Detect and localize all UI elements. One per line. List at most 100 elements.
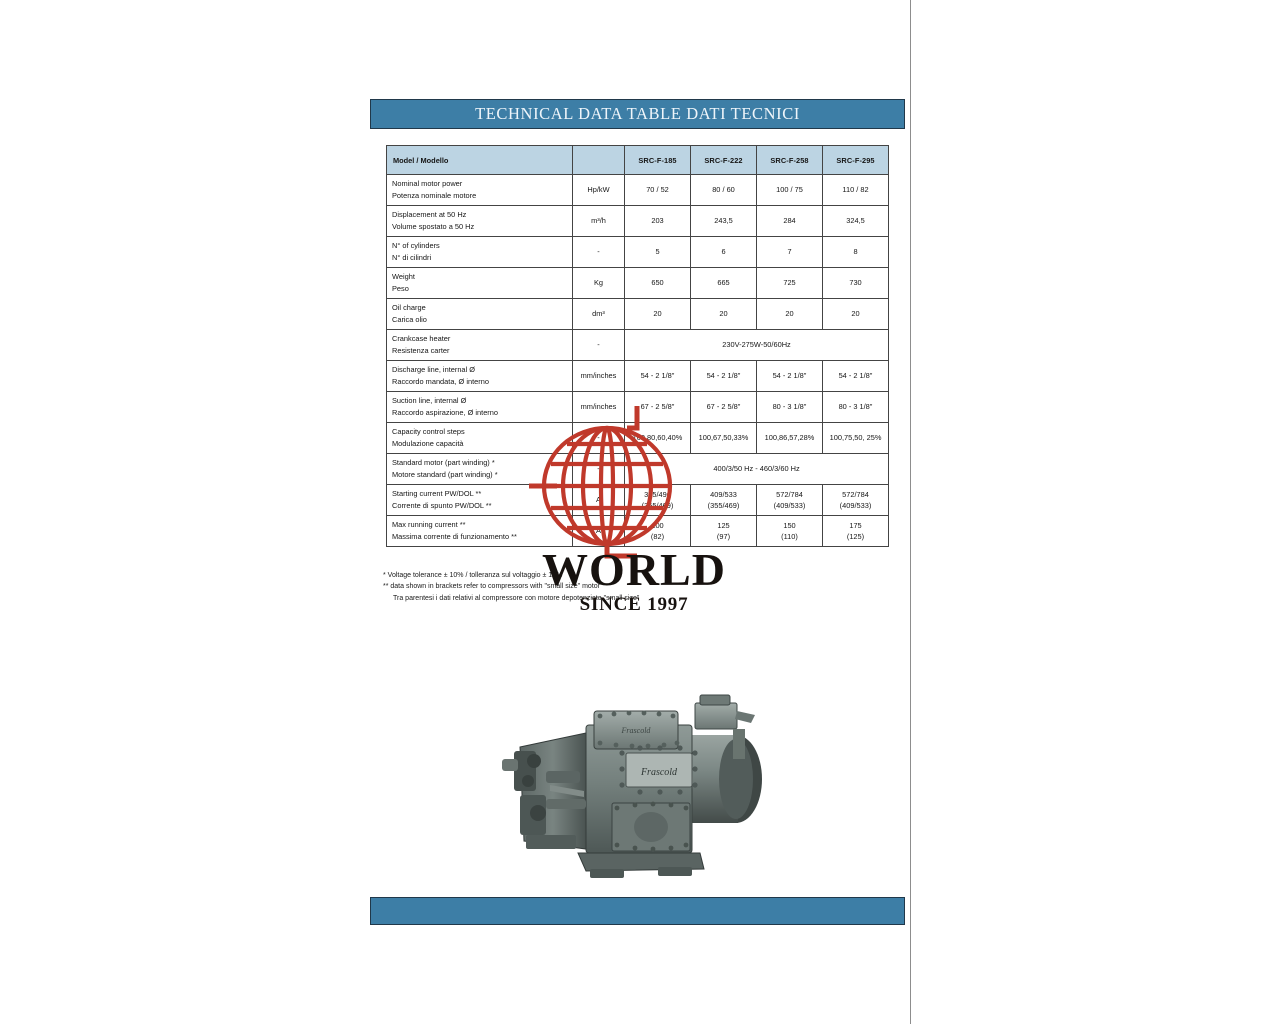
table-row: Nominal motor power Potenza nominale moto… — [386, 174, 889, 206]
technical-data-table: Model / Modello SRC-F-185 SRC-F-222 SRC-… — [386, 145, 889, 547]
cell-value: 650 — [651, 278, 664, 288]
row-label-cell: Weight Peso — [386, 266, 573, 299]
cell-value: 5 — [655, 247, 660, 257]
row-label-cell: Displacement at 50 Hz Volume spostato a 5… — [386, 204, 573, 237]
row-value-cell: 150 (110) — [756, 514, 823, 547]
row-unit-cell: Hp/kW — [572, 174, 625, 206]
cell-value: 324,5 — [846, 216, 865, 226]
cell-value: 80 - 3 1/8" — [838, 402, 873, 412]
row-value-cell: 730 — [822, 266, 889, 299]
row-value-cell: 20 — [756, 297, 823, 330]
row-value-cell: 8 — [822, 235, 889, 268]
row-label-it: Modulazione capacità — [392, 438, 464, 448]
cell-value-bracket: (125) — [846, 531, 865, 541]
cell-value: 70 / 52 — [646, 185, 669, 195]
row-unit-cell: - — [572, 452, 625, 485]
row-label-en: Crankcase heater — [392, 333, 451, 343]
row-value-cell: 100,80,60,40% — [624, 421, 691, 454]
row-value-cell: 243,5 — [690, 204, 757, 237]
row-label-en: Suction line, internal Ø — [392, 395, 467, 405]
row-value-cell: 284 — [756, 204, 823, 237]
cell-value: 6 — [721, 247, 726, 257]
cell-value: 100 — [651, 520, 664, 530]
row-label-en: Oil charge — [392, 302, 426, 312]
row-value-cell: 6 — [690, 235, 757, 268]
row-label-cell: N° of cylinders N° di cilindri — [386, 235, 573, 268]
technical-data-title-bar: TECHNICAL DATA TABLE DATI TECNICI — [370, 99, 905, 129]
table-row: N° of cylinders N° di cilindri - 5 6 7 8 — [386, 235, 889, 268]
row-value-cell: 20 — [822, 297, 889, 330]
table-header-row: Model / Modello SRC-F-185 SRC-F-222 SRC-… — [386, 145, 889, 175]
row-label-it: Motore standard (part winding) * — [392, 469, 498, 479]
svg-text:Frascold: Frascold — [640, 767, 678, 778]
row-label-it: Potenza nominale motore — [392, 190, 477, 200]
row-unit-cell: m³/h — [572, 204, 625, 237]
row-label-en: Standard motor (part winding) * — [392, 457, 495, 467]
cell-value: 125 — [717, 520, 730, 530]
row-value-cell: 67 - 2 5/8" — [624, 390, 691, 423]
row-value-cell: 110 / 82 — [822, 174, 889, 206]
cell-value: 100,80,60,40% — [632, 433, 683, 443]
header-model-1: SRC-F-222 — [690, 145, 757, 175]
row-value-cell: 67 - 2 5/8" — [690, 390, 757, 423]
row-value-cell: 54 - 2 1/8" — [822, 359, 889, 392]
cell-value: 8 — [853, 247, 858, 257]
header-unit — [572, 145, 625, 175]
footnote-brackets-it: Tra parentesi i dati relativi al compres… — [393, 594, 640, 602]
row-label-en: Weight — [392, 271, 415, 281]
cell-value-bracket: (355/469) — [707, 500, 740, 510]
row-value-cell: 54 - 2 1/8" — [690, 359, 757, 392]
row-unit-cell: - — [572, 328, 625, 361]
table-row: Crankcase heater Resistenza carter -230V-2… — [386, 328, 889, 361]
table-row: Standard motor (part winding) * Motore st… — [386, 452, 889, 485]
row-value-cell: 54 - 2 1/8" — [756, 359, 823, 392]
row-unit-cell: - — [572, 421, 625, 454]
row-label-it: Raccordo mandata, Ø interno — [392, 376, 489, 386]
row-label-en: Max running current ** — [392, 519, 466, 529]
row-value-cell: 20 — [624, 297, 691, 330]
row-unit-cell: - — [572, 235, 625, 268]
row-label-it: Corrente di spunto PW/DOL ** — [392, 500, 492, 510]
page-title: TECHNICAL DATA TABLE DATI TECNICI — [475, 104, 800, 123]
row-unit-cell: dm³ — [572, 297, 625, 330]
row-unit-cell: Kg — [572, 266, 625, 299]
cell-value-bracket: (82) — [650, 531, 665, 541]
row-value-cell: 125 (97) — [690, 514, 757, 547]
row-label-it: Carica olio — [392, 314, 427, 324]
cell-value: 110 / 82 — [842, 185, 869, 195]
footnote-voltage-tolerance: * Voltage tolerance ± 10% / tolleranza s… — [383, 572, 563, 579]
table-body: Nominal motor power Potenza nominale moto… — [386, 174, 889, 547]
row-value-cell: 355/496 (355/469) — [624, 483, 691, 516]
cell-value: 355/496 — [644, 489, 671, 499]
header-model-label: Model / Modello — [386, 145, 573, 175]
cell-value: 20 — [785, 309, 794, 319]
cell-value: 54 - 2 1/8" — [640, 371, 675, 381]
row-value-cell: 5 — [624, 235, 691, 268]
row-label-en: Discharge line, internal Ø — [392, 364, 475, 374]
row-value-cell: 100,67,50,33% — [690, 421, 757, 454]
row-value-cell: 70 / 52 — [624, 174, 691, 206]
row-label-cell: Oil charge Carica olio — [386, 297, 573, 330]
row-value-cell: 100 (82) — [624, 514, 691, 547]
row-value-cell: 203 — [624, 204, 691, 237]
page-sheet: TECHNICAL DATA TABLE DATI TECNICI Model … — [345, 0, 911, 1024]
cell-value-bracket: (97) — [716, 531, 731, 541]
row-value-cell: 80 - 3 1/8" — [822, 390, 889, 423]
row-unit-cell: mm/inches — [572, 390, 625, 423]
table-row: Capacity control steps Modulazione capaci… — [386, 421, 889, 454]
cell-value: 54 - 2 1/8" — [706, 371, 741, 381]
row-value-cell: 650 — [624, 266, 691, 299]
row-label-en: Displacement at 50 Hz — [392, 209, 467, 219]
row-label-it: Massima corrente di funzionamento ** — [392, 531, 517, 541]
cell-value: 730 — [849, 278, 862, 288]
row-label-en: Nominal motor power — [392, 179, 463, 188]
table-row: Displacement at 50 Hz Volume spostato a 5… — [386, 204, 889, 237]
row-value-cell: 409/533 (355/469) — [690, 483, 757, 516]
row-label-cell: Standard motor (part winding) * Motore st… — [386, 452, 573, 485]
row-value-cell: 20 — [690, 297, 757, 330]
cell-value-bracket: (409/533) — [773, 500, 806, 510]
cell-value: 203 — [651, 216, 664, 226]
row-label-it: Volume spostato a 50 Hz — [392, 221, 475, 231]
row-label-cell: Nominal motor power Potenza nominale moto… — [386, 174, 573, 206]
cell-value: 7 — [787, 247, 792, 257]
